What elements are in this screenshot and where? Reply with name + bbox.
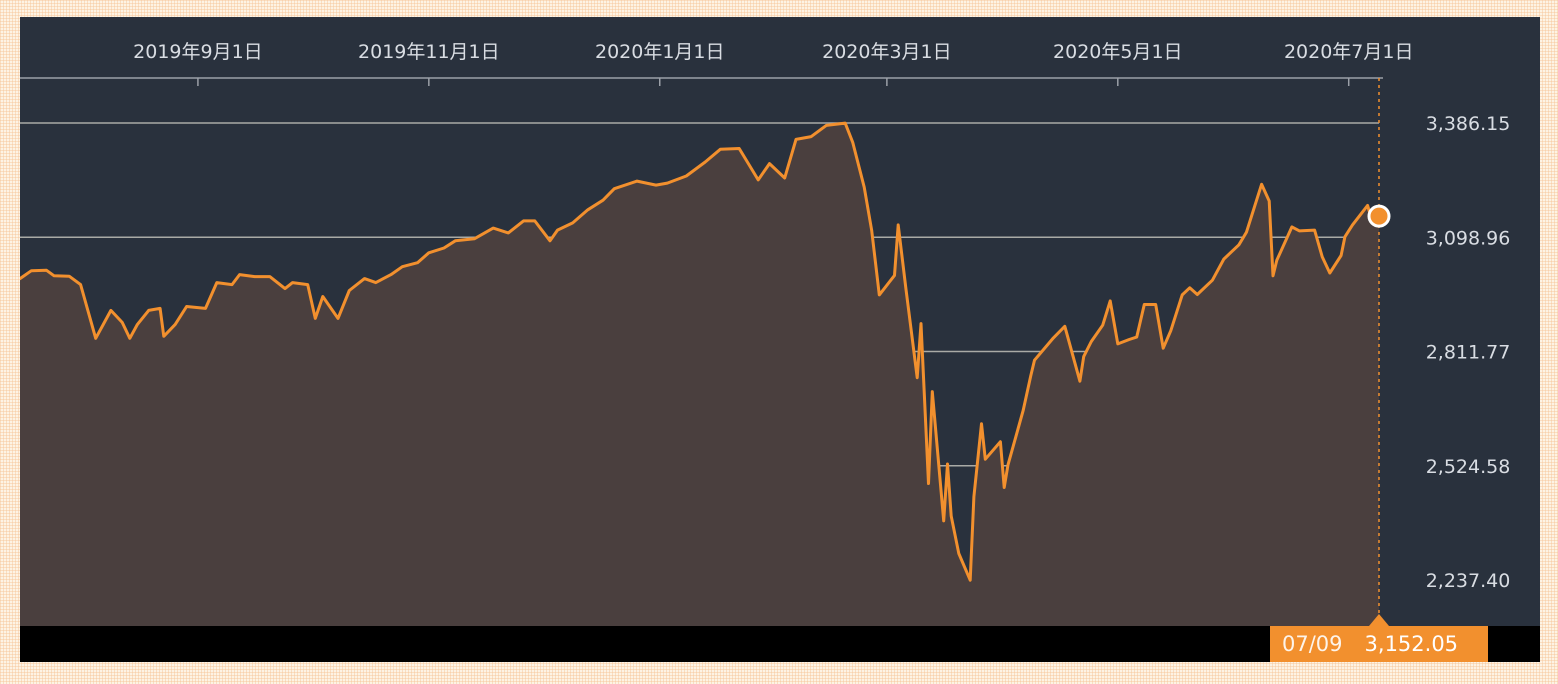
x-tick-label: 2020年5月1日 [1053,41,1183,63]
price-line-layer [20,121,1381,582]
chart-frame: 2019年9月1日 2019年11月1日 2020年1月1日 2020年3月1日 202… [20,17,1540,662]
x-tick-label: 2020年7月1日 [1284,41,1414,63]
y-tick-label: 3,386.15 [1426,113,1511,135]
tooltip-value: 3,152.05 [1364,632,1459,656]
tooltip-date: 07/09 [1282,632,1343,656]
y-axis: 3,386.15 3,098.96 2,811.77 2,524.58 2,237.40 [1426,113,1511,592]
x-tick-label: 2019年11月1日 [358,41,500,63]
current-value-dot[interactable] [1367,204,1391,228]
y-tick-label: 2,237.40 [1426,570,1511,592]
tooltip-arrow [1369,614,1389,626]
area-fill-layer [20,123,1379,626]
price-line [20,121,1381,582]
x-tick-label: 2020年1月1日 [595,41,725,63]
y-tick-label: 2,524.58 [1426,456,1511,478]
x-axis: 2019年9月1日 2019年11月1日 2020年1月1日 2020年3月1日 202… [133,41,1413,86]
area-fill [20,123,1379,626]
x-tick-label: 2019年9月1日 [133,41,263,63]
current-marker-layer [1367,78,1391,626]
value-tooltip: 07/09 3,152.05 [1270,626,1488,662]
y-tick-label: 2,811.77 [1426,342,1511,364]
chart-plot[interactable]: 2019年9月1日 2019年11月1日 2020年1月1日 2020年3月1日 202… [20,17,1540,662]
x-tick-label: 2020年3月1日 [822,41,952,63]
y-tick-label: 3,098.96 [1426,227,1511,249]
